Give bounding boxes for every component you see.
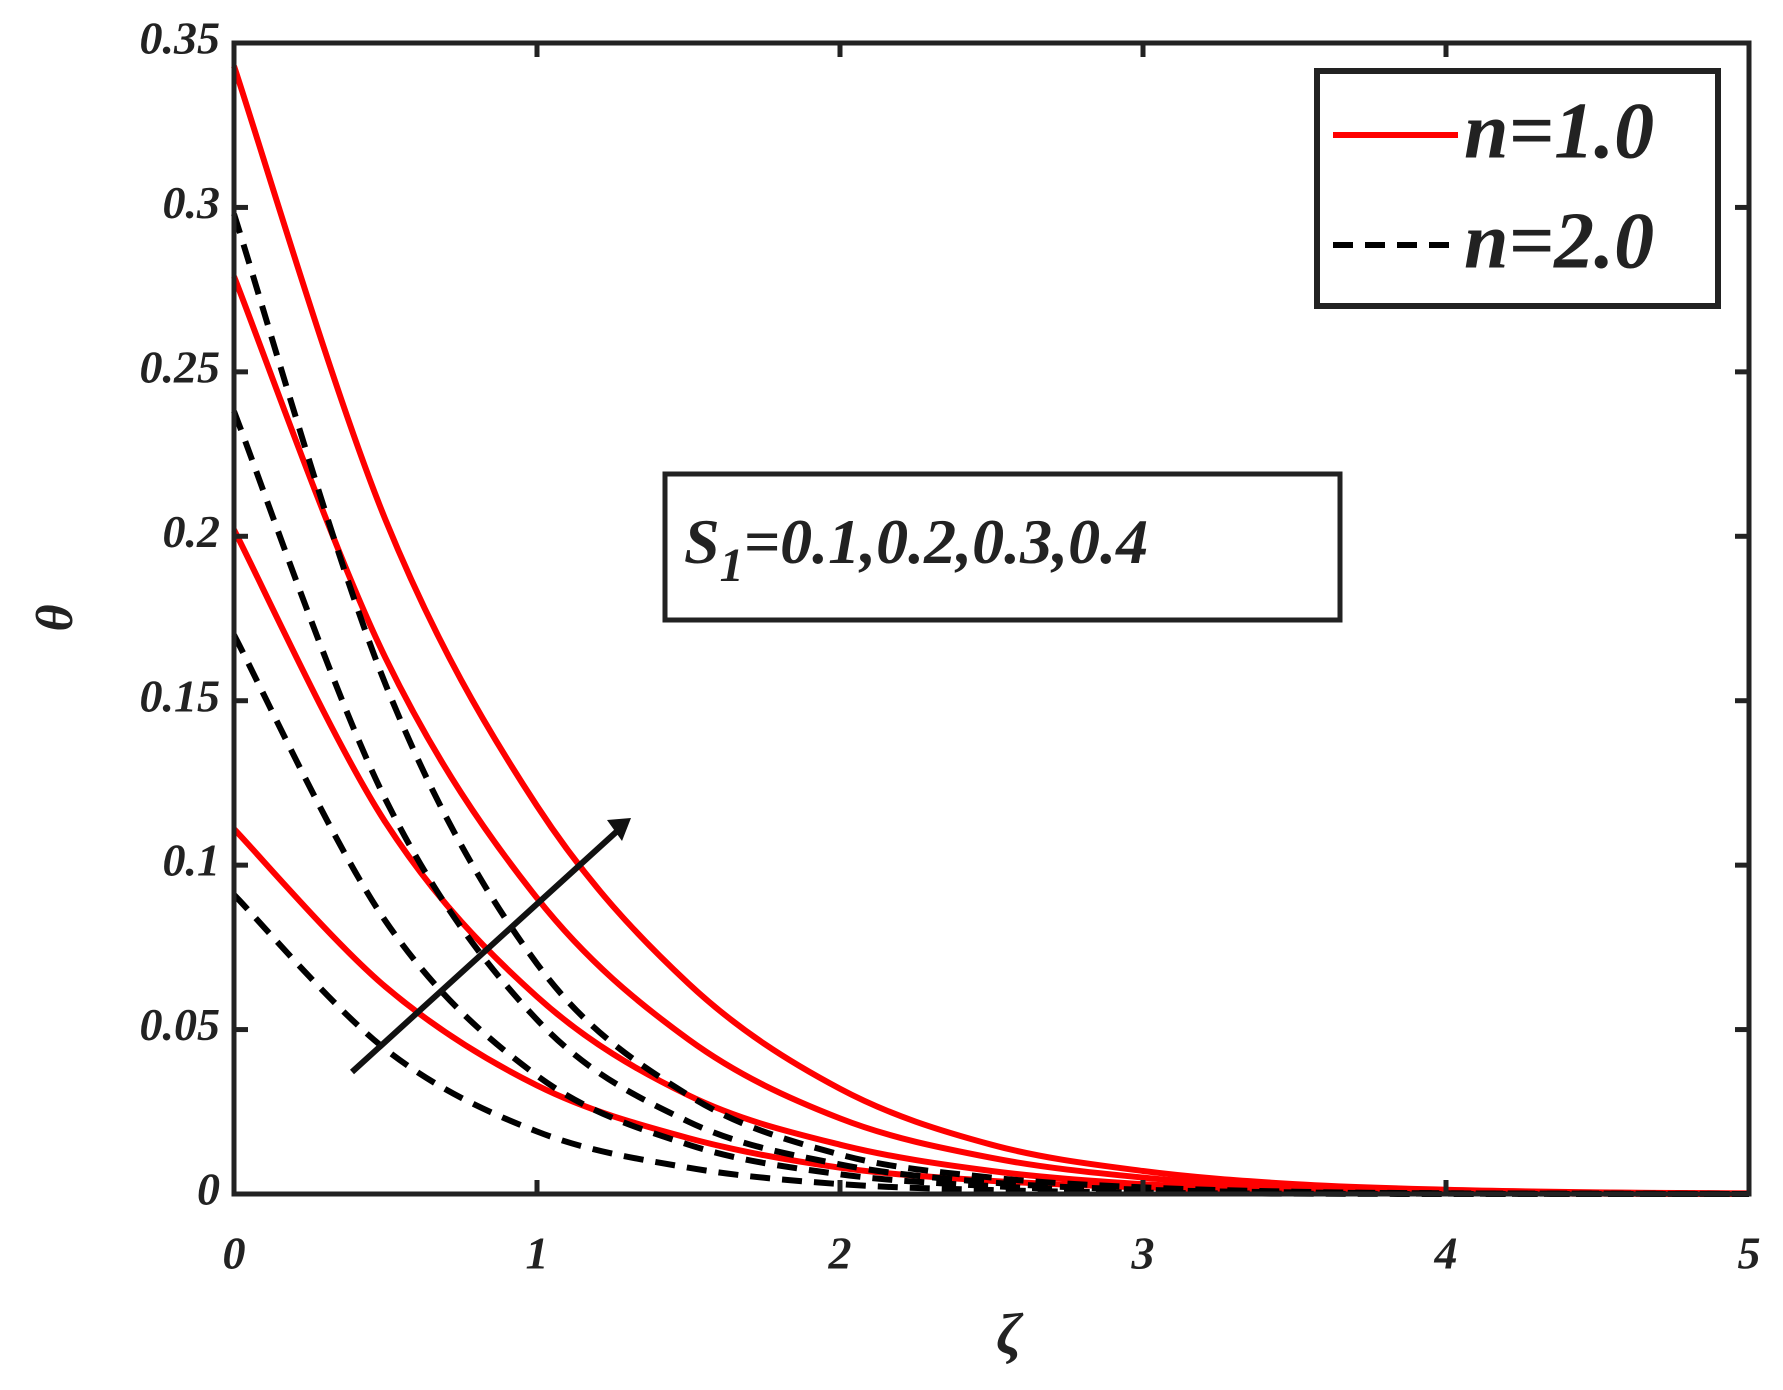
legend: n=1.0 n=2.0 bbox=[1314, 68, 1721, 309]
y-tick-label: 0.2 bbox=[163, 506, 221, 557]
annotation: S1=0.1,0.2,0.3,0.4 bbox=[662, 471, 1343, 623]
y-tick-label: 0.3 bbox=[163, 177, 221, 228]
series-line bbox=[231, 275, 1750, 1197]
y-axis-label: θ bbox=[27, 605, 84, 632]
series-line bbox=[231, 528, 1750, 1197]
annotation-text: S1=0.1,0.2,0.3,0.4 bbox=[684, 506, 1148, 592]
annotation-sub: 1 bbox=[720, 539, 744, 592]
x-tick-label: 3 bbox=[1131, 1228, 1155, 1279]
series-line bbox=[231, 633, 1750, 1198]
x-tick-label: 2 bbox=[828, 1228, 852, 1279]
annotation-s: S bbox=[684, 506, 720, 577]
y-tick-label: 0.1 bbox=[163, 835, 221, 886]
x-tick-label: 5 bbox=[1738, 1228, 1761, 1279]
legend-label: n=1.0 bbox=[1464, 87, 1654, 175]
annotation-rest: =0.1,0.2,0.3,0.4 bbox=[744, 506, 1148, 577]
y-tick-label: 0.15 bbox=[140, 670, 221, 721]
arrow-head bbox=[607, 818, 631, 841]
x-tick-label: 1 bbox=[526, 1228, 549, 1279]
series-line bbox=[231, 826, 1750, 1197]
x-axis-label: ζ bbox=[996, 1301, 1024, 1366]
y-tick-label: 0.25 bbox=[140, 341, 221, 392]
legend-label: n=2.0 bbox=[1464, 197, 1654, 285]
legend-box bbox=[1314, 68, 1721, 309]
x-tick-label: 0 bbox=[223, 1228, 246, 1279]
series-line bbox=[231, 213, 1750, 1197]
annotation-box bbox=[662, 471, 1343, 623]
arrow bbox=[349, 821, 628, 1075]
y-tick-label: 0 bbox=[197, 1164, 220, 1215]
x-tick-label: 4 bbox=[1434, 1228, 1458, 1279]
y-tick-label: 0.05 bbox=[140, 999, 221, 1050]
plot-frame bbox=[231, 40, 1752, 1197]
y-tick-label: 0.35 bbox=[140, 13, 221, 64]
